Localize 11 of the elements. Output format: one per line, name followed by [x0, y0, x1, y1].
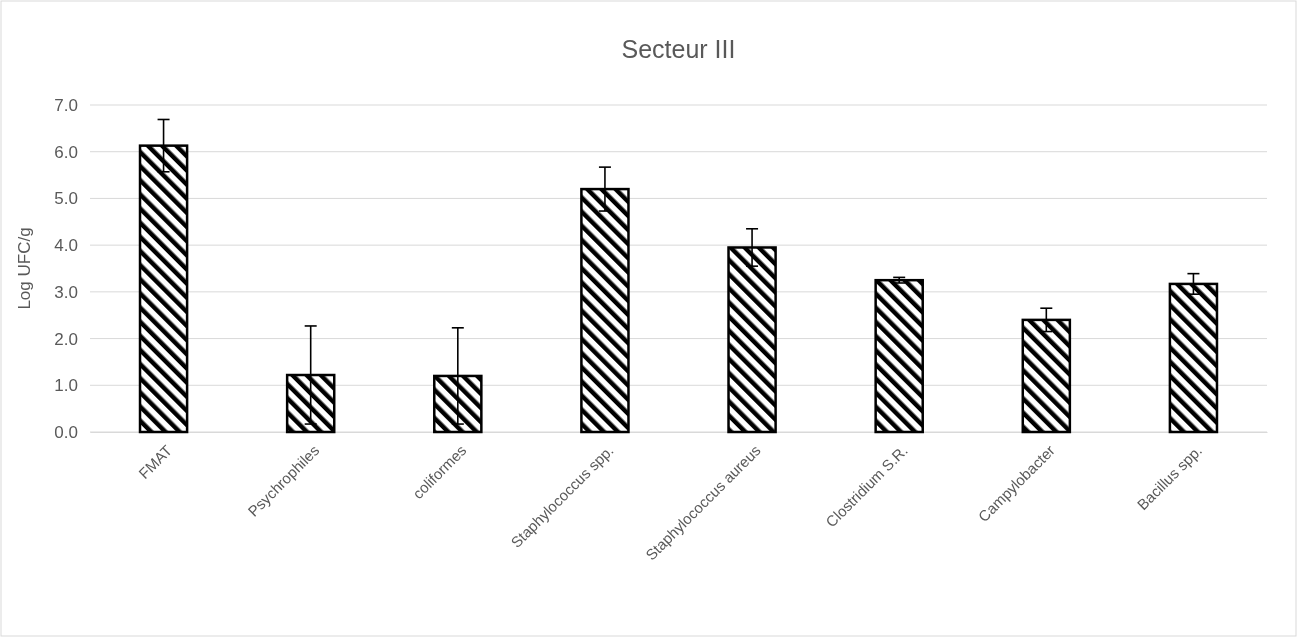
y-axis-title: Log UFC/g [15, 227, 34, 310]
y-tick-label: 3.0 [54, 282, 78, 302]
y-tick-label: 5.0 [54, 189, 78, 209]
y-tick-label: 7.0 [54, 95, 78, 115]
y-tick-label: 6.0 [54, 142, 78, 162]
y-tick-label: 0.0 [54, 422, 78, 442]
y-tick-label: 1.0 [54, 376, 78, 396]
y-tick-label: 2.0 [54, 329, 78, 349]
bar [874, 278, 924, 434]
chart-title: Secteur III [621, 35, 736, 63]
y-tick-label: 4.0 [54, 236, 78, 256]
